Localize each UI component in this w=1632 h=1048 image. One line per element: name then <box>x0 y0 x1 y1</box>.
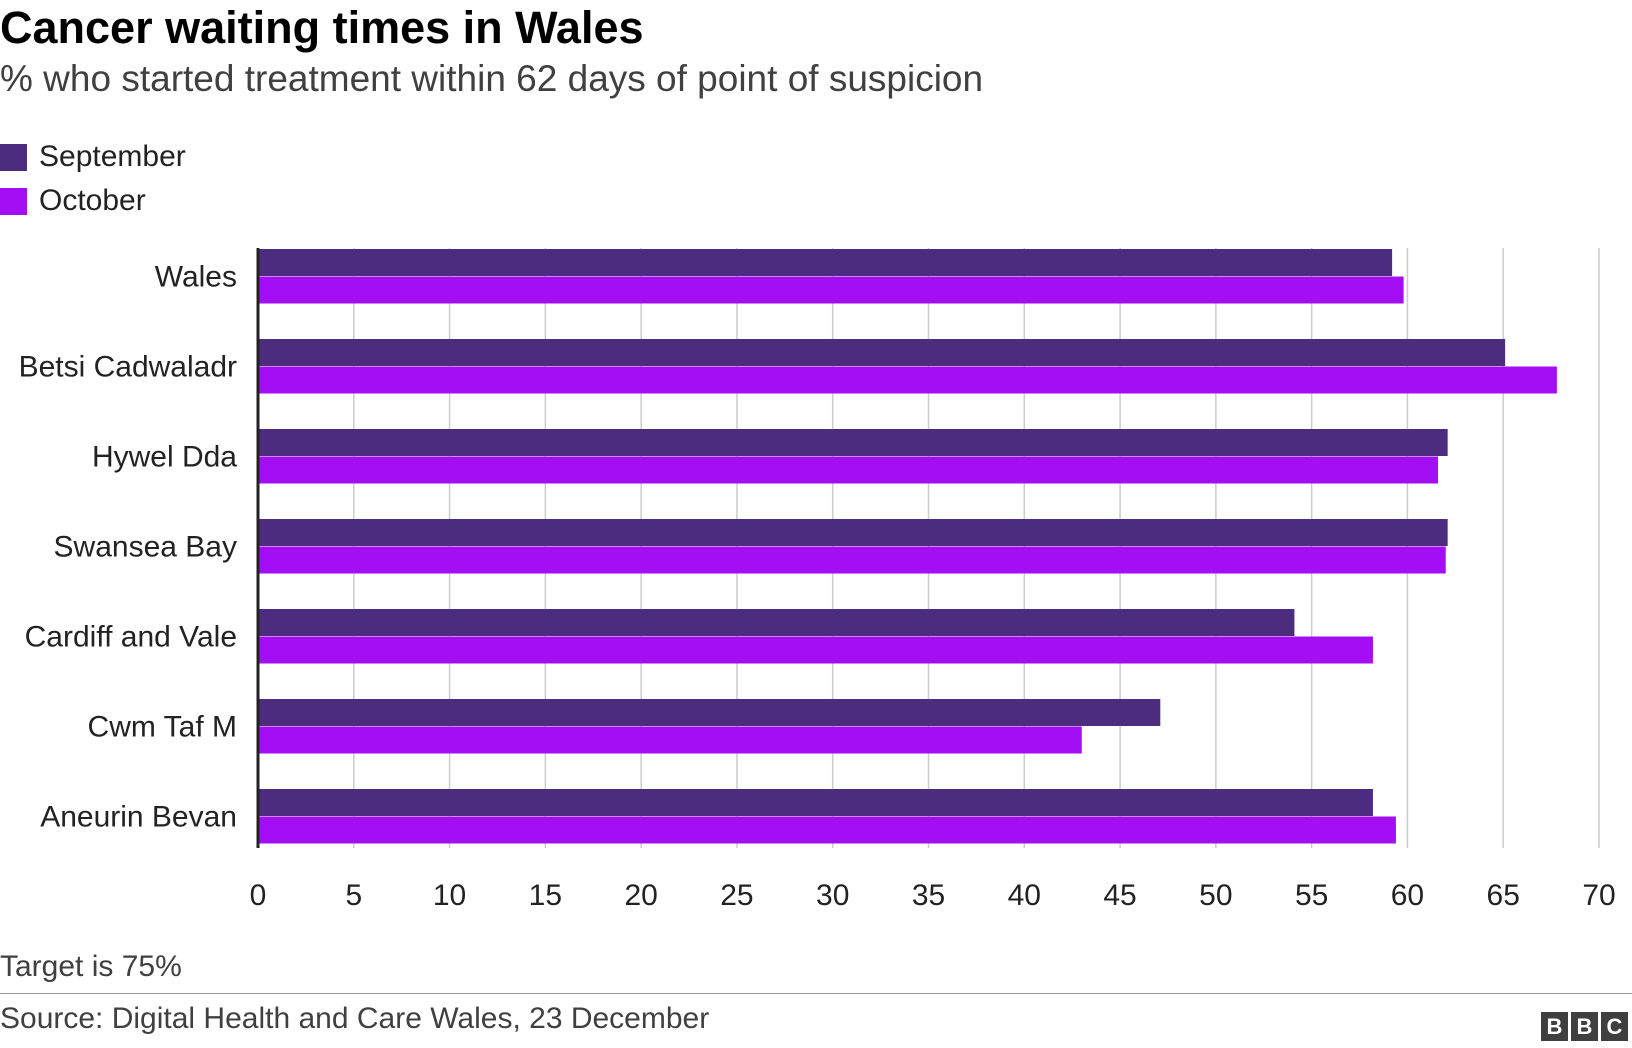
bar-september-3 <box>258 519 1448 546</box>
x-tick-label-60: 60 <box>1391 879 1424 912</box>
x-tick-label-55: 55 <box>1295 879 1328 912</box>
legend-swatch-october <box>0 187 27 215</box>
category-label-1: Betsi Cadwaladr <box>19 351 237 384</box>
x-tick-label-5: 5 <box>345 879 362 912</box>
x-tick-label-35: 35 <box>912 879 945 912</box>
legend-item-september: September <box>0 135 186 179</box>
x-tick-label-10: 10 <box>433 879 466 912</box>
category-label-6: Aneurin Bevan <box>40 801 237 834</box>
x-tick-label-65: 65 <box>1487 879 1520 912</box>
source-text: Source: Digital Health and Care Wales, 2… <box>0 1002 710 1035</box>
legend-item-october: October <box>0 179 186 223</box>
chart-subtitle: % who started treatment within 62 days o… <box>0 58 984 99</box>
category-label-5: Cwm Taf M <box>88 711 237 744</box>
footer-divider <box>0 993 1632 994</box>
bar-october-1 <box>258 366 1557 394</box>
bar-october-0 <box>258 276 1404 304</box>
x-tick-label-20: 20 <box>624 879 657 912</box>
x-tick-label-15: 15 <box>529 879 562 912</box>
bbc-logo: B B C <box>1541 1012 1628 1041</box>
legend-swatch-september <box>0 143 27 171</box>
legend-label-september: September <box>39 140 186 173</box>
x-tick-label-50: 50 <box>1199 879 1232 912</box>
x-tick-label-45: 45 <box>1103 879 1136 912</box>
target-note: Target is 75% <box>0 950 182 983</box>
legend-label-october: October <box>39 184 146 217</box>
x-tick-label-40: 40 <box>1008 879 1041 912</box>
category-label-4: Cardiff and Vale <box>25 621 237 654</box>
bar-october-3 <box>258 546 1446 574</box>
bar-october-4 <box>258 636 1373 664</box>
category-label-3: Swansea Bay <box>54 531 237 564</box>
bar-october-5 <box>258 726 1082 754</box>
bar-september-4 <box>258 609 1295 636</box>
bar-september-0 <box>258 249 1393 276</box>
x-tick-label-25: 25 <box>720 879 753 912</box>
logo-letter-b1: B <box>1541 1012 1568 1041</box>
category-label-2: Hywel Dda <box>92 441 237 474</box>
logo-letter-c: C <box>1601 1012 1628 1041</box>
category-label-0: Wales <box>155 261 237 294</box>
bar-september-1 <box>258 339 1506 366</box>
chart-title: Cancer waiting times in Wales <box>0 2 644 53</box>
bar-september-6 <box>258 789 1373 816</box>
x-tick-label-30: 30 <box>816 879 849 912</box>
bar-october-6 <box>258 816 1396 844</box>
bar-chart: 0 5 10 15 20 25 30 35 40 45 50 55 60 65 70 Wales Betsi C… <box>19 248 1616 912</box>
x-tick-label-0: 0 <box>250 879 267 912</box>
bar-september-5 <box>258 699 1161 726</box>
logo-letter-b2: B <box>1571 1012 1598 1041</box>
chart-legend: September October <box>0 135 186 223</box>
bar-october-2 <box>258 456 1439 484</box>
x-tick-label-70: 70 <box>1582 879 1615 912</box>
bar-september-2 <box>258 429 1448 456</box>
